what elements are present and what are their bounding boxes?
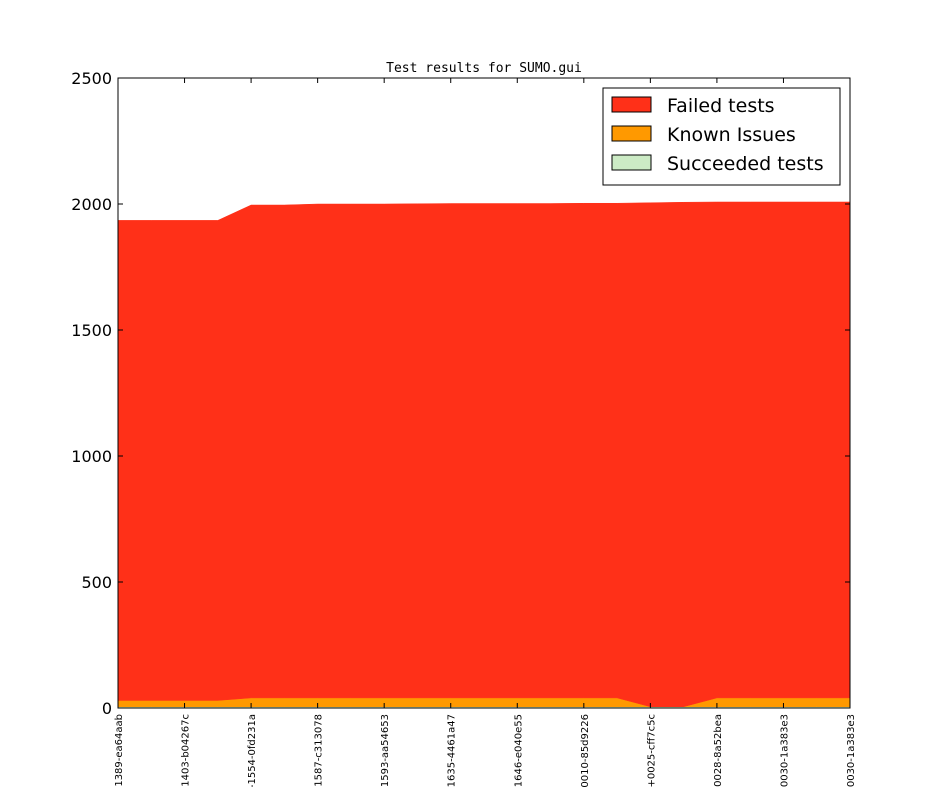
- y-tick-label: 0: [102, 699, 112, 718]
- x-tick-label: 1593-aa54653: [380, 714, 391, 787]
- legend: Failed tests Known Issues Succeeded tests: [602, 87, 841, 186]
- x-tick-label: 0030-1a383e3: [846, 714, 857, 787]
- x-tick-label: 1389-ea64aab: [114, 714, 125, 787]
- legend-swatch-known-issues: [611, 125, 652, 142]
- legend-swatch-succeeded-tests: [611, 154, 652, 171]
- legend-swatch-failed-tests: [611, 96, 652, 113]
- y-tick-label: 1000: [71, 447, 112, 466]
- x-tick-label: 0030-1a383e3: [779, 714, 790, 787]
- x-tick-label: 1646-e040e55: [513, 714, 524, 787]
- y-tick-label: 2000: [71, 195, 112, 214]
- x-tick-label: 1635-4461a47: [447, 714, 458, 787]
- area-layers: [117, 201, 851, 709]
- y-tick-label: 1500: [71, 321, 112, 340]
- x-tick-label: 0010-85d9226: [580, 714, 591, 787]
- y-tick-label: 2500: [71, 69, 112, 88]
- x-tick-label: 1403-b04267c: [181, 714, 192, 787]
- x-tick-label: 1587-c313078: [314, 714, 325, 787]
- x-tick-label: -1554-0fd231a: [247, 714, 258, 787]
- chart-title: Test results for SUMO.gui: [386, 61, 582, 76]
- legend-label-succeeded-tests: Succeeded tests: [667, 153, 824, 175]
- y-tick-label: 500: [81, 573, 112, 592]
- plot-frame: [117, 77, 851, 709]
- legend-label-failed-tests: Failed tests: [667, 95, 775, 117]
- x-axis: 1389-ea64aab 1403-b04267c -1554-0fd231a 158…: [114, 78, 857, 787]
- x-tick-label: +0025-cff7c5c: [646, 714, 657, 787]
- area-failed-tests: [117, 201, 851, 707]
- legend-label-known-issues: Known Issues: [667, 124, 796, 146]
- x-tick-label: 0028-8a52bea: [713, 714, 724, 787]
- y-axis: 0 500 1000 1500 2000 2500: [71, 69, 850, 718]
